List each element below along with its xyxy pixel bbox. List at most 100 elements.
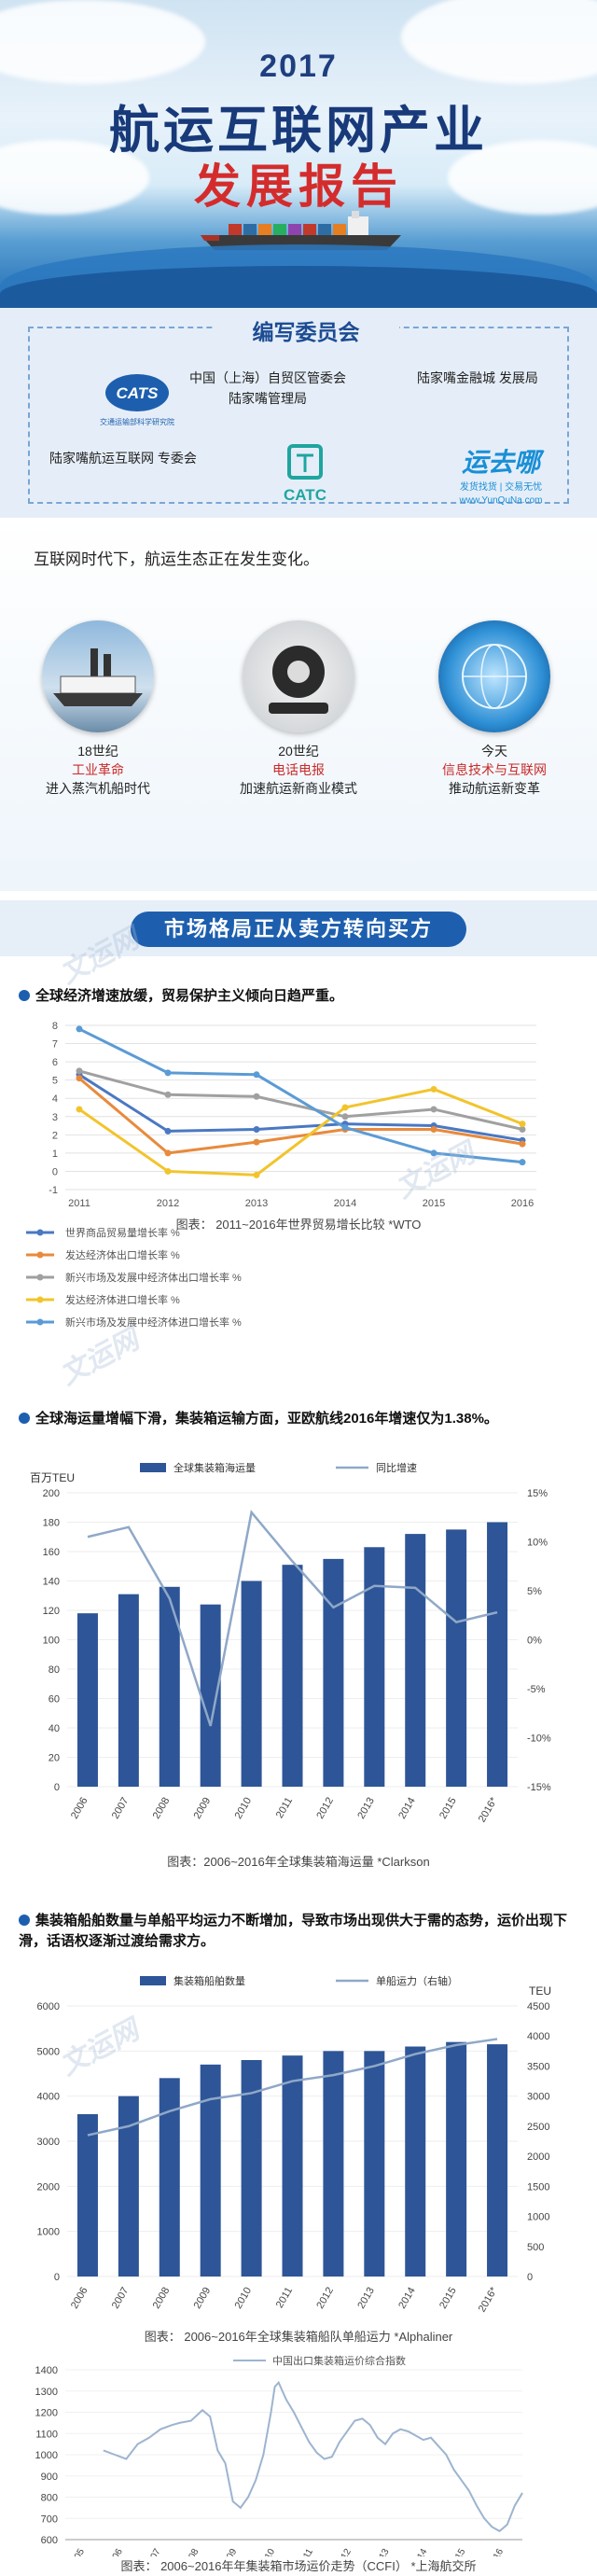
bar (118, 1594, 139, 1787)
x-tick-label: 2012 (314, 2286, 336, 2311)
era-effect: 加速航运新商业模式 (240, 781, 357, 796)
bar (76, 2114, 98, 2277)
bar (446, 2041, 467, 2277)
market-banner-title: 市场格局正从卖方转向买方 (131, 912, 466, 947)
committee-frame: 编写委员会 CATS 交通运输部科学研究院 中国（上海）自贸区管委会 陆家嘴管理… (28, 315, 569, 506)
era-item-18th: 18世纪 工业革命 进入蒸汽机船时代 (14, 742, 182, 798)
legend-label: 全球集装箱海运量 (174, 1461, 256, 1474)
yunquna-logo-slogan: 发货找货 | 交易无忧 (460, 480, 542, 493)
wave-decoration (0, 266, 597, 308)
bar (446, 1529, 467, 1787)
legend-swatch (140, 1976, 166, 1985)
data-point (164, 1149, 172, 1157)
cats-logo-text: CATS (116, 384, 159, 402)
y-tick-label: 160 (43, 1547, 60, 1558)
container-volume-bar-chart: 百万TEU 0 20 40 60 80 100 120 140 160 180 200 -15% -10%… (30, 1461, 551, 1824)
bar (241, 2060, 262, 2277)
y-tick-label: 2 (52, 1130, 58, 1141)
y2-tick-label: 5% (527, 1586, 542, 1597)
committee-section: 编写委员会 CATS 交通运输部科学研究院 中国（上海）自贸区管委会 陆家嘴管理… (0, 308, 597, 518)
y-tick-label: 5000 (37, 2046, 60, 2057)
x-tick-label: 2014 (396, 2286, 418, 2311)
x-tick-label: 2014 (396, 1796, 418, 1821)
x-tick-label: 2015 (437, 1796, 459, 1821)
data-point (519, 1140, 526, 1148)
y-tick-label: 40 (49, 1723, 60, 1734)
x-tick-label: 2006 (69, 2286, 90, 2311)
era-effect: 进入蒸汽机船时代 (46, 781, 150, 796)
network-globe-icon (462, 644, 527, 709)
y-tick-label: 1100 (35, 2429, 58, 2440)
series-line (87, 2038, 498, 2137)
y-tick-label: 7 (52, 1039, 58, 1051)
x-tick-label: 2015 (423, 1198, 445, 1209)
bullet-dot-icon (19, 990, 30, 1001)
y-tick-label: 0 (54, 2272, 60, 2283)
data-point (76, 1106, 83, 1113)
x-tick-label: 2016* (477, 2285, 500, 2315)
y-axis-label: 百万TEU (30, 1471, 75, 1484)
committee-title: 编写委员会 (213, 315, 399, 349)
y-tick-label: 600 (41, 2535, 58, 2546)
y-tick-label: 4000 (37, 2092, 60, 2103)
y2-tick-label: 0% (527, 1636, 542, 1647)
data-point (430, 1149, 437, 1157)
y-tick-label: 1000 (37, 2227, 60, 2238)
telephone-icon (269, 646, 328, 714)
legend-label: 集装箱船舶数量 (174, 1974, 245, 1987)
x-tick-label: 2012 (334, 2547, 354, 2556)
legend-label: 新兴市场及发展中经济体出口增长率 % (65, 1271, 242, 1284)
x-tick-label: 2007 (110, 1796, 132, 1821)
y-tick-label: 6 (52, 1057, 58, 1068)
x-tick-label: 2010 (258, 2547, 278, 2556)
legend-label: 同比增速 (376, 1461, 417, 1474)
y-tick-label: 0 (52, 1166, 58, 1177)
data-point (519, 1125, 526, 1133)
era-period: 20世纪 (278, 744, 319, 759)
x-tick-label: 2010 (233, 2286, 255, 2311)
x-tick-label: 2008 (182, 2547, 201, 2556)
x-tick-label: 2011 (274, 1796, 295, 1820)
catc-logo-text: CATC (284, 486, 326, 504)
world-trade-line-chart: -1 0 1 2 3 4 5 6 7 8 2011 2012 2013 2014 2015 2016 世界商品贸… (26, 1021, 536, 1329)
x-tick-label: 2010 (233, 1796, 255, 1821)
bar (487, 2044, 508, 2277)
y-tick-label: 4 (52, 1093, 58, 1105)
x-tick-label: 2008 (151, 2286, 173, 2311)
y2-tick-label: 2500 (527, 2122, 549, 2133)
hero-banner: 2017 航运互联网产业 发展报告 (0, 0, 597, 308)
era-period: 18世纪 (77, 744, 118, 759)
x-tick-label: 2015 (449, 2547, 468, 2556)
y-tick-label: 3 (52, 1112, 58, 1123)
legend-marker (36, 1229, 44, 1236)
legend-label: 中国出口集装箱运价综合指数 (272, 2354, 406, 2367)
series-line (87, 1510, 498, 1727)
bar (76, 1613, 98, 1787)
y2-tick-label: 500 (527, 2242, 544, 2253)
y-tick-label: 200 (43, 1488, 60, 1499)
data-point (341, 1124, 349, 1132)
section1-bullet: 全球经济增速放缓，贸易保护主义倾向日趋严重。 (19, 986, 578, 1007)
x-tick-label: 2006 (105, 2547, 125, 2556)
y2-tick-label: 0 (527, 2272, 533, 2283)
y2-tick-label: 10% (527, 1538, 548, 1549)
fleet-capacity-bar-chart: TEU 0 1000 2000 3000 4000 5000 6000 0 500 1000 1500… (37, 1974, 551, 2315)
report-subtitle: 发展报告 (194, 160, 403, 213)
x-tick-label: 2012 (157, 1198, 179, 1209)
bar (364, 1547, 385, 1787)
x-tick-label: 2011 (274, 2286, 295, 2310)
legend-marker (36, 1296, 44, 1303)
data-point (430, 1085, 437, 1093)
x-tick-label: 2006 (69, 1796, 90, 1821)
x-tick-label: 2007 (110, 2286, 132, 2311)
legend-label: 世界商品贸易量增长率 % (65, 1226, 180, 1239)
x-tick-label: 2005 (67, 2547, 87, 2556)
y2-tick-label: -15% (527, 1782, 551, 1793)
x-tick-label: 2013 (355, 1796, 377, 1821)
legend-label: 发达经济体出口增长率 % (65, 1248, 180, 1261)
report-title: 航运互联网产业 (109, 103, 488, 159)
x-tick-label: 2013 (245, 1198, 268, 1209)
yunquna-logo-icon: 运去哪 发货找货 | 交易无忧 www.YunQuNa.com (459, 448, 545, 506)
legend-swatch (140, 1463, 166, 1472)
era-period: 今天 (481, 744, 507, 759)
